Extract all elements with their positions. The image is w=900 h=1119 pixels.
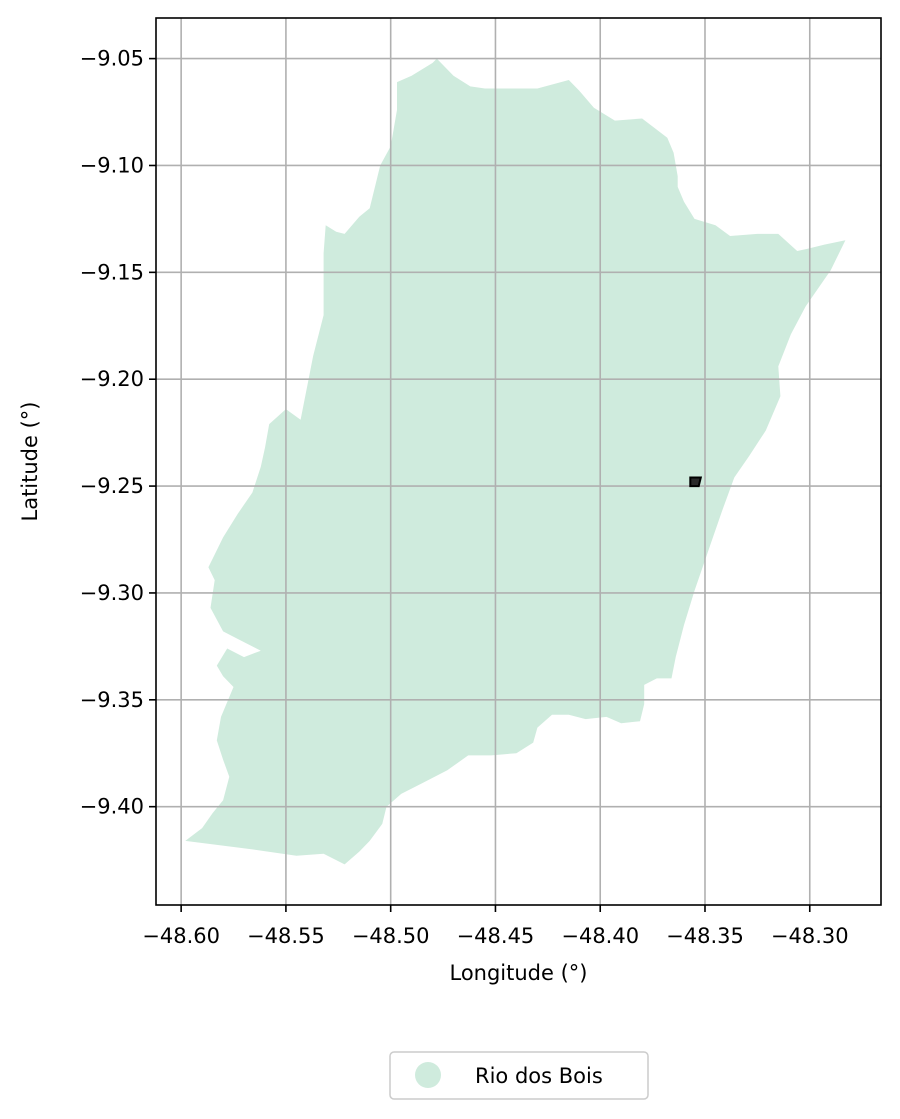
x-tick-label-5: −48.35 [666, 924, 744, 948]
gridlines [156, 18, 881, 905]
y-axis: −9.05 −9.10 −9.15 −9.20 −9.25 −9.30 −9.35 −9.40 [80, 47, 156, 819]
plot-area [155, 17, 882, 906]
x-tick-label-1: −48.55 [247, 924, 325, 948]
x-tick-label-0: −48.60 [142, 924, 220, 948]
y-tick-label-7: −9.40 [80, 795, 144, 819]
feature-marker [689, 476, 703, 488]
y-tick-label-3: −9.20 [80, 367, 144, 391]
legend-swatch [415, 1062, 441, 1088]
y-tick-label-0: −9.05 [80, 47, 144, 71]
plot-frame [155, 17, 882, 906]
y-tick-label-1: −9.10 [80, 153, 144, 177]
x-axis: −48.60 −48.55 −48.50 −48.45 −48.40 −48.35 −48.… [142, 905, 849, 948]
y-tick-label-5: −9.30 [80, 581, 144, 605]
legend: Rio dos Bois [389, 1051, 649, 1100]
legend-label: Rio dos Bois [475, 1064, 603, 1088]
y-tick-label-6: −9.35 [80, 688, 144, 712]
y-axis-title: Latitude (°) [18, 402, 42, 522]
x-axis-title: Longitude (°) [449, 961, 587, 985]
y-tick-label-4: −9.25 [80, 474, 144, 498]
x-tick-label-3: −48.45 [457, 924, 535, 948]
legend-box [389, 1051, 649, 1100]
x-tick-label-6: −48.30 [771, 924, 849, 948]
y-tick-label-2: −9.15 [80, 260, 144, 284]
region-rio-dos-bois [185, 58, 846, 865]
x-tick-label-2: −48.50 [352, 924, 430, 948]
x-tick-label-4: −48.40 [561, 924, 639, 948]
